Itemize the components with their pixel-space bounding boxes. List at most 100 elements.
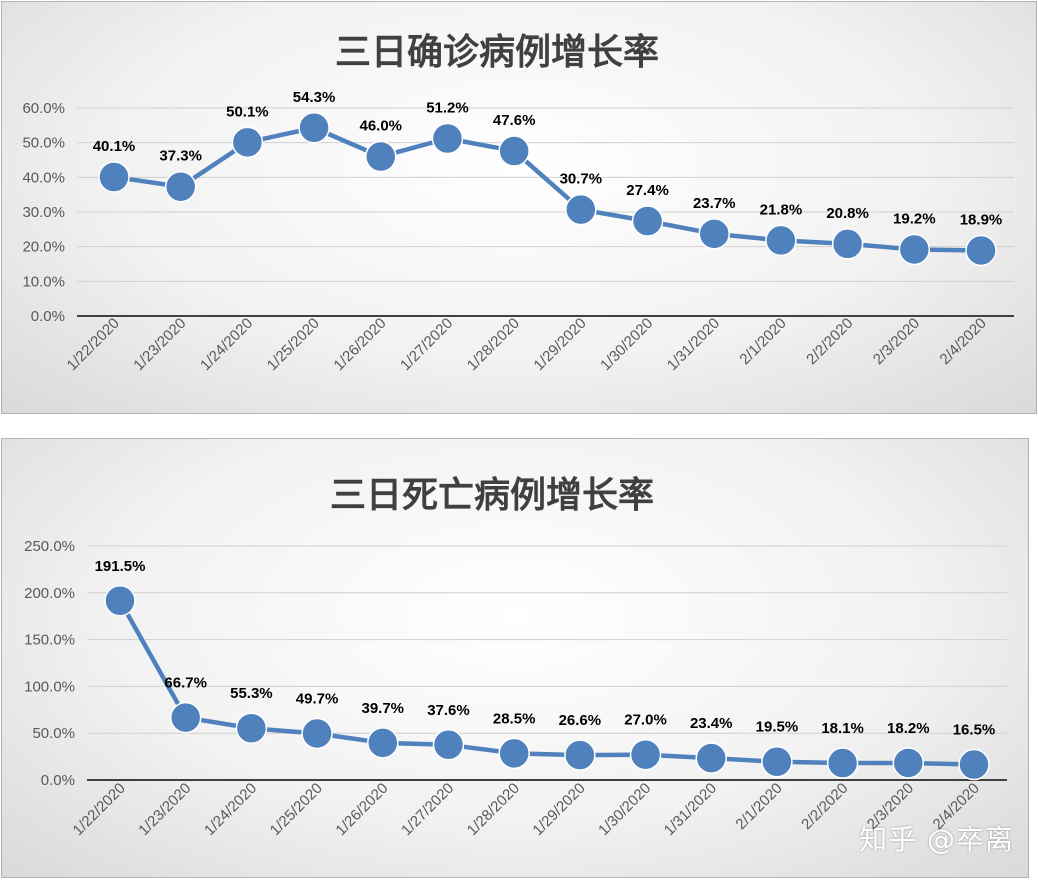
death-data-label: 39.7% <box>361 700 404 717</box>
watermark-text: 知乎 @卒离 <box>859 823 1014 856</box>
death-x-tick-label: 1/24/2020 <box>201 780 260 839</box>
confirmed-data-point <box>765 224 797 257</box>
death-data-point <box>761 745 793 778</box>
death-x-tick-label: 1/26/2020 <box>332 780 391 839</box>
death-y-tick-label: 100.0% <box>24 678 75 695</box>
confirmed-x-tick-label: 1/25/2020 <box>264 315 323 374</box>
confirmed-x-tick-label: 1/23/2020 <box>130 315 189 374</box>
confirmed-data-point <box>498 135 530 167</box>
confirmed-data-label: 21.8% <box>760 201 803 218</box>
death-y-tick-label: 200.0% <box>24 585 75 602</box>
confirmed-growth-chart: 三日确诊病例增长率 0.0% 10.0% 20.0% 30.0% 40.0% 50.0% 60… <box>22 32 1014 374</box>
death-data-point <box>169 701 202 734</box>
confirmed-data-label: 51.2% <box>426 100 469 117</box>
death-y-tick-label: 0.0% <box>41 772 75 789</box>
death-growth-chart-panel: 三日死亡病例增长率 0.0% 50.0% 100.0% 150.0% 200.0% 250.… <box>1 438 1029 878</box>
confirmed-growth-chart-panel: 三日确诊病例增长率 0.0% 10.0% 20.0% 30.0% 40.0% 50.0% 60… <box>1 1 1037 414</box>
confirmed-data-point <box>898 233 931 266</box>
confirmed-y-tick-label: 40.0% <box>22 169 65 186</box>
confirmed-data-label: 27.4% <box>626 182 669 199</box>
confirmed-y-tick-label: 20.0% <box>22 239 65 256</box>
confirmed-data-label: 37.3% <box>159 148 202 165</box>
confirmed-y-tick-label: 50.0% <box>22 135 65 152</box>
death-data-label: 37.6% <box>427 702 470 719</box>
death-data-point <box>958 748 990 781</box>
death-x-tick-label: 1/22/2020 <box>70 780 129 839</box>
confirmed-data-point <box>365 140 397 173</box>
confirmed-data-point <box>98 161 130 193</box>
death-x-tick-label: 1/23/2020 <box>135 780 194 839</box>
confirmed-data-label: 19.2% <box>893 210 936 227</box>
confirmed-data-point <box>565 193 597 226</box>
confirmed-data-label: 47.6% <box>493 112 536 129</box>
confirmed-x-tick-label: 1/28/2020 <box>464 315 523 374</box>
confirmed-data-point <box>298 112 330 144</box>
confirmed-x-tick-label: 1/27/2020 <box>397 315 456 374</box>
death-data-point <box>629 738 662 771</box>
confirmed-x-tick-label: 1/30/2020 <box>597 315 656 374</box>
death-data-point <box>235 712 268 744</box>
confirmed-data-point <box>431 122 464 155</box>
death-data-label: 18.1% <box>821 720 864 737</box>
death-data-point <box>432 729 465 761</box>
death-data-point <box>104 585 136 617</box>
confirmed-y-tick-label: 60.0% <box>22 100 65 117</box>
confirmed-data-label: 20.8% <box>826 205 869 222</box>
confirmed-data-point <box>831 228 864 260</box>
death-data-point <box>695 742 727 774</box>
confirmed-data-point <box>164 170 197 203</box>
death-data-label: 27.0% <box>624 712 667 729</box>
death-x-tick-label: 1/27/2020 <box>398 780 457 839</box>
confirmed-x-tick-label: 2/1/2020 <box>736 315 789 368</box>
death-data-label: 28.5% <box>493 710 536 727</box>
death-x-tick-label: 1/28/2020 <box>464 780 523 839</box>
confirmed-y-tick-label: 0.0% <box>31 308 65 325</box>
death-x-tick-label: 1/29/2020 <box>529 780 588 839</box>
confirmed-data-label: 54.3% <box>293 89 336 106</box>
confirmed-data-label: 50.1% <box>226 103 269 120</box>
confirmed-data-point <box>965 234 997 267</box>
confirmed-data-point <box>231 126 264 159</box>
death-data-label: 66.7% <box>164 675 207 692</box>
death-data-point <box>367 727 399 759</box>
confirmed-y-tick-label: 30.0% <box>22 204 65 221</box>
death-x-tick-label: 1/25/2020 <box>267 780 326 839</box>
death-x-tick-label: 2/2/2020 <box>798 780 851 833</box>
death-data-label: 49.7% <box>296 690 339 707</box>
death-data-point <box>564 739 596 771</box>
confirmed-data-label: 18.9% <box>960 211 1003 228</box>
confirmed-data-label: 23.7% <box>693 195 736 212</box>
death-y-tick-label: 150.0% <box>24 632 75 649</box>
confirmed-x-tick-label: 1/29/2020 <box>530 315 589 374</box>
death-data-point <box>498 737 530 770</box>
confirmed-x-tick-label: 1/31/2020 <box>664 315 723 374</box>
confirmed-y-tick-label: 10.0% <box>22 273 65 290</box>
death-data-point <box>301 717 333 750</box>
death-y-tick-label: 250.0% <box>24 538 75 555</box>
confirmed-x-tick-label: 1/26/2020 <box>330 315 389 374</box>
confirmed-chart-title: 三日确诊病例增长率 <box>335 32 659 73</box>
confirmed-x-tick-label: 1/22/2020 <box>64 315 123 374</box>
death-x-tick-label: 1/31/2020 <box>661 780 720 839</box>
confirmed-data-point <box>631 205 664 237</box>
death-data-label: 55.3% <box>230 685 273 702</box>
confirmed-data-label: 46.0% <box>359 118 402 135</box>
confirmed-x-tick-label: 2/2/2020 <box>803 315 856 368</box>
confirmed-data-label: 30.7% <box>560 171 603 188</box>
confirmed-x-tick-label: 2/3/2020 <box>870 315 923 368</box>
death-x-tick-label: 1/30/2020 <box>595 780 654 839</box>
death-data-label: 23.4% <box>690 715 733 732</box>
death-data-label: 16.5% <box>953 722 996 739</box>
confirmed-x-tick-label: 1/24/2020 <box>197 315 256 374</box>
death-growth-chart: 三日死亡病例增长率 0.0% 50.0% 100.0% 150.0% 200.0% 250.… <box>24 475 1007 839</box>
confirmed-data-label: 40.1% <box>93 138 136 155</box>
death-data-label: 191.5% <box>95 558 146 575</box>
death-chart-title: 三日死亡病例增长率 <box>330 475 654 516</box>
death-x-tick-label: 2/1/2020 <box>732 780 785 833</box>
death-data-label: 18.2% <box>887 720 930 737</box>
death-data-point <box>826 747 859 779</box>
death-data-label: 19.5% <box>756 719 799 736</box>
death-data-point <box>892 747 925 779</box>
confirmed-x-tick-label: 2/4/2020 <box>937 315 990 368</box>
death-data-label: 26.6% <box>559 712 602 729</box>
